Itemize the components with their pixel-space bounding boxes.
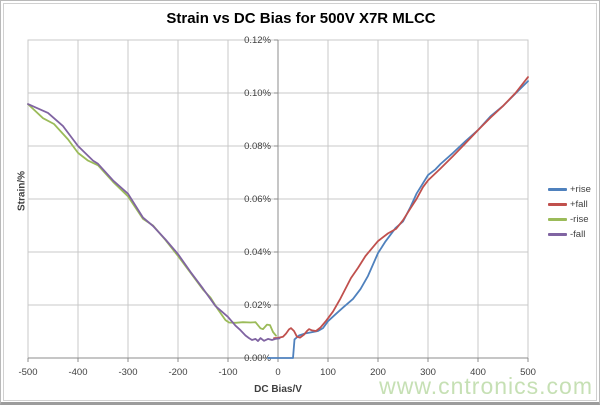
legend-item--fall: -fall [548, 227, 591, 242]
tick-label-layer: -500 -400 -300 -200 -100 0 100 200 300 400 500 0.00… [18, 35, 535, 378]
y-tick-label: 0.10% [244, 88, 271, 99]
legend-label: -fall [570, 229, 586, 240]
y-tick-label: 0.00% [244, 353, 271, 364]
series-line--rise [27, 103, 277, 337]
legend-item-+fall: +fall [548, 197, 591, 212]
x-tick-label: 200 [370, 367, 386, 378]
y-axis-title: Strain/% [16, 170, 28, 212]
legend-swatch [548, 203, 567, 206]
x-tick-label: -300 [118, 367, 137, 378]
x-tick-label: -200 [168, 367, 187, 378]
series-line--fall [27, 103, 281, 342]
x-tick-label: 100 [320, 367, 336, 378]
legend-label: +rise [570, 184, 591, 195]
x-tick-label: -100 [218, 367, 237, 378]
y-tick-label: 0.08% [244, 141, 271, 152]
axis-layer [27, 39, 529, 362]
legend-label: +fall [570, 199, 588, 210]
x-tick-label: 400 [470, 367, 486, 378]
chart-title: Strain vs DC Bias for 500V X7R MLCC [166, 10, 436, 27]
x-tick-label: -400 [68, 367, 87, 378]
chart-legend: +rise +fall -rise -fall [548, 182, 591, 242]
series-layer [27, 76, 529, 359]
x-tick-label: 0 [275, 367, 280, 378]
y-tick-label: 0.06% [244, 194, 271, 205]
series-line-+fall [273, 76, 529, 340]
legend-swatch [548, 233, 567, 236]
x-tick-label: 500 [520, 367, 536, 378]
chart-border [3, 3, 597, 401]
series-line-+rise [267, 80, 529, 359]
y-tick-label: 0.04% [244, 247, 271, 258]
legend-item-+rise: +rise [548, 182, 591, 197]
legend-item--rise: -rise [548, 212, 591, 227]
x-axis-title: DC Bias/V [254, 384, 302, 395]
x-tick-label: -500 [18, 367, 37, 378]
legend-label: -rise [570, 214, 589, 225]
y-tick-label: 0.02% [244, 300, 271, 311]
y-tick-label: 0.12% [244, 35, 271, 46]
watermark-text: www.cntronics.com [379, 373, 593, 399]
x-tick-label: 300 [420, 367, 436, 378]
legend-swatch [548, 188, 567, 191]
legend-swatch [548, 218, 567, 221]
